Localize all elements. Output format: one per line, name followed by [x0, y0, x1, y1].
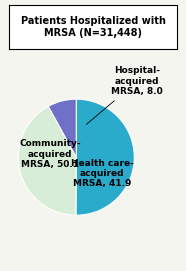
Text: Health care-
acquired
MRSA, 41.9: Health care- acquired MRSA, 41.9 [71, 159, 134, 188]
Wedge shape [48, 99, 76, 157]
Wedge shape [76, 99, 134, 215]
Text: Patients Hospitalized with
MRSA (N=31,448): Patients Hospitalized with MRSA (N=31,44… [21, 16, 165, 38]
Text: Community-
acquired
MRSA, 50.1: Community- acquired MRSA, 50.1 [19, 139, 81, 169]
Wedge shape [18, 106, 76, 215]
Text: Hospital-
acquired
MRSA, 8.0: Hospital- acquired MRSA, 8.0 [86, 66, 163, 124]
